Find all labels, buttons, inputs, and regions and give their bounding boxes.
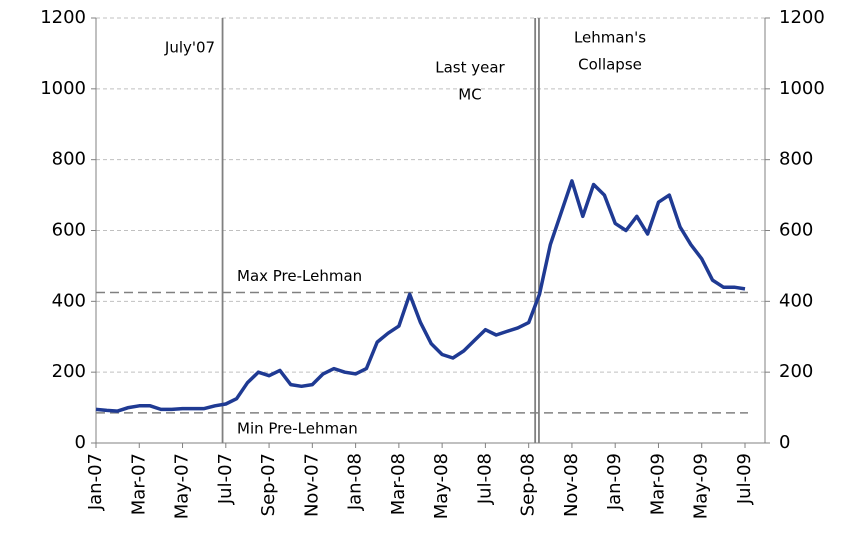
x-tick-label: Jan-07	[85, 453, 106, 511]
reference-label: Max Pre-Lehman	[237, 267, 362, 285]
y-tick-label: 200	[52, 361, 86, 382]
x-tick-label: May-08	[431, 453, 452, 519]
data-line	[95, 179, 746, 413]
y-tick-label: 600	[52, 220, 86, 241]
x-tick-label: May-07	[172, 453, 193, 519]
x-tick-label: Jan-08	[345, 453, 366, 511]
y2-tick-label: 800	[779, 149, 813, 170]
event-label: MC	[458, 86, 481, 104]
x-tick-label: Jul-07	[215, 453, 236, 505]
y2-tick-label: 400	[779, 290, 813, 311]
y2-tick-label: 1200	[779, 7, 825, 28]
y2-tick-label: 1000	[779, 78, 825, 99]
x-tick-label: Mar-07	[128, 453, 149, 515]
x-tick-label: Nov-08	[561, 453, 582, 517]
x-tick-label: Mar-08	[388, 453, 409, 515]
y2-tick-label: 200	[779, 361, 813, 382]
y2-tick-label: 600	[779, 220, 813, 241]
event-label: Lehman's	[574, 29, 646, 47]
y-tick-label: 800	[52, 149, 86, 170]
y-tick-label: 1200	[40, 7, 86, 28]
x-tick-label: Jul-09	[734, 453, 755, 505]
x-tick-label: May-09	[691, 453, 712, 519]
x-tick-label: Sep-08	[518, 453, 539, 516]
y-tick-label: 0	[75, 432, 86, 453]
y-tick-label: 1000	[40, 78, 86, 99]
event-label: Last year	[435, 59, 505, 77]
x-tick-label: Nov-07	[301, 453, 322, 517]
y-tick-label: 400	[52, 290, 86, 311]
x-tick-label: Jan-09	[604, 453, 625, 511]
x-tick-label: Mar-09	[647, 453, 668, 515]
x-tick-label: Sep-07	[258, 453, 279, 516]
event-label: July'07	[164, 39, 215, 57]
reference-label: Min Pre-Lehman	[237, 419, 358, 437]
y2-tick-label: 0	[779, 432, 790, 453]
x-tick-label: Jul-08	[474, 453, 495, 505]
event-label: Collapse	[578, 56, 642, 74]
